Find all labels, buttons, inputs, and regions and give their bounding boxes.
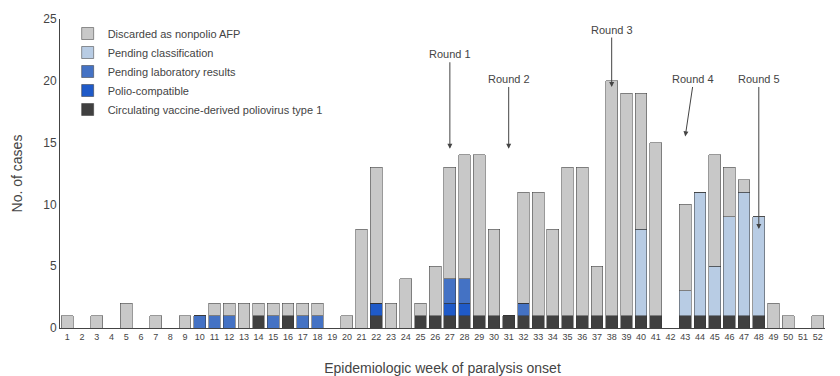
svg-text:40: 40 [636,332,646,342]
svg-text:20: 20 [43,74,57,88]
svg-text:29: 29 [474,332,484,342]
svg-text:34: 34 [548,332,558,342]
svg-text:14: 14 [254,332,264,342]
svg-text:42: 42 [666,332,676,342]
svg-text:5: 5 [124,332,129,342]
svg-text:44: 44 [695,332,705,342]
svg-text:22: 22 [371,332,381,342]
svg-text:1: 1 [65,332,70,342]
svg-text:No. of cases: No. of cases [9,135,25,213]
svg-text:12: 12 [224,332,234,342]
svg-text:Pending classification: Pending classification [108,47,214,59]
svg-text:45: 45 [710,332,720,342]
svg-text:5: 5 [50,259,57,273]
svg-text:19: 19 [327,332,337,342]
svg-text:2: 2 [80,332,85,342]
svg-text:49: 49 [769,332,779,342]
svg-text:41: 41 [651,332,661,342]
svg-text:4: 4 [109,332,114,342]
svg-text:25: 25 [415,332,425,342]
svg-text:47: 47 [739,332,749,342]
svg-text:36: 36 [577,332,587,342]
svg-text:Round 3: Round 3 [591,24,633,36]
svg-text:Round 1: Round 1 [429,48,471,60]
svg-text:Round 2: Round 2 [488,73,530,85]
svg-text:39: 39 [621,332,631,342]
svg-text:26: 26 [430,332,440,342]
svg-text:50: 50 [783,332,793,342]
svg-text:46: 46 [724,332,734,342]
svg-text:20: 20 [342,332,352,342]
svg-text:11: 11 [210,332,219,342]
svg-text:30: 30 [489,332,499,342]
svg-text:24: 24 [401,332,411,342]
svg-text:17: 17 [298,332,308,342]
svg-text:25: 25 [43,12,57,26]
svg-text:15: 15 [268,332,278,342]
svg-text:37: 37 [592,332,602,342]
svg-text:Round 4: Round 4 [672,73,714,85]
svg-text:8: 8 [168,332,173,342]
svg-text:Epidemiologic week of paralysi: Epidemiologic week of paralysis onset [324,360,561,376]
svg-text:Discarded as nonpolio AFP: Discarded as nonpolio AFP [108,28,241,40]
svg-text:43: 43 [680,332,690,342]
svg-text:Round 5: Round 5 [738,73,780,85]
svg-text:18: 18 [312,332,322,342]
svg-text:9: 9 [183,332,188,342]
svg-text:51: 51 [798,332,808,342]
svg-text:7: 7 [153,332,158,342]
svg-text:13: 13 [239,332,249,342]
svg-text:10: 10 [43,198,57,212]
svg-text:38: 38 [607,332,617,342]
svg-text:48: 48 [754,332,764,342]
svg-text:21: 21 [357,332,367,342]
svg-text:Circulating vaccine-derived po: Circulating vaccine-derived poliovirus t… [108,104,323,116]
svg-text:0: 0 [50,321,57,335]
svg-text:23: 23 [386,332,396,342]
svg-text:27: 27 [445,332,455,342]
svg-text:31: 31 [504,332,514,342]
svg-text:16: 16 [283,332,293,342]
svg-text:28: 28 [460,332,470,342]
svg-text:33: 33 [533,332,543,342]
svg-text:Polio-compatible: Polio-compatible [108,85,189,97]
svg-text:6: 6 [138,332,143,342]
svg-text:32: 32 [518,332,528,342]
svg-text:10: 10 [195,332,205,342]
svg-text:15: 15 [43,136,57,150]
svg-text:52: 52 [813,332,823,342]
svg-text:Pending laboratory results: Pending laboratory results [108,66,236,78]
svg-text:3: 3 [94,332,99,342]
svg-text:35: 35 [563,332,573,342]
